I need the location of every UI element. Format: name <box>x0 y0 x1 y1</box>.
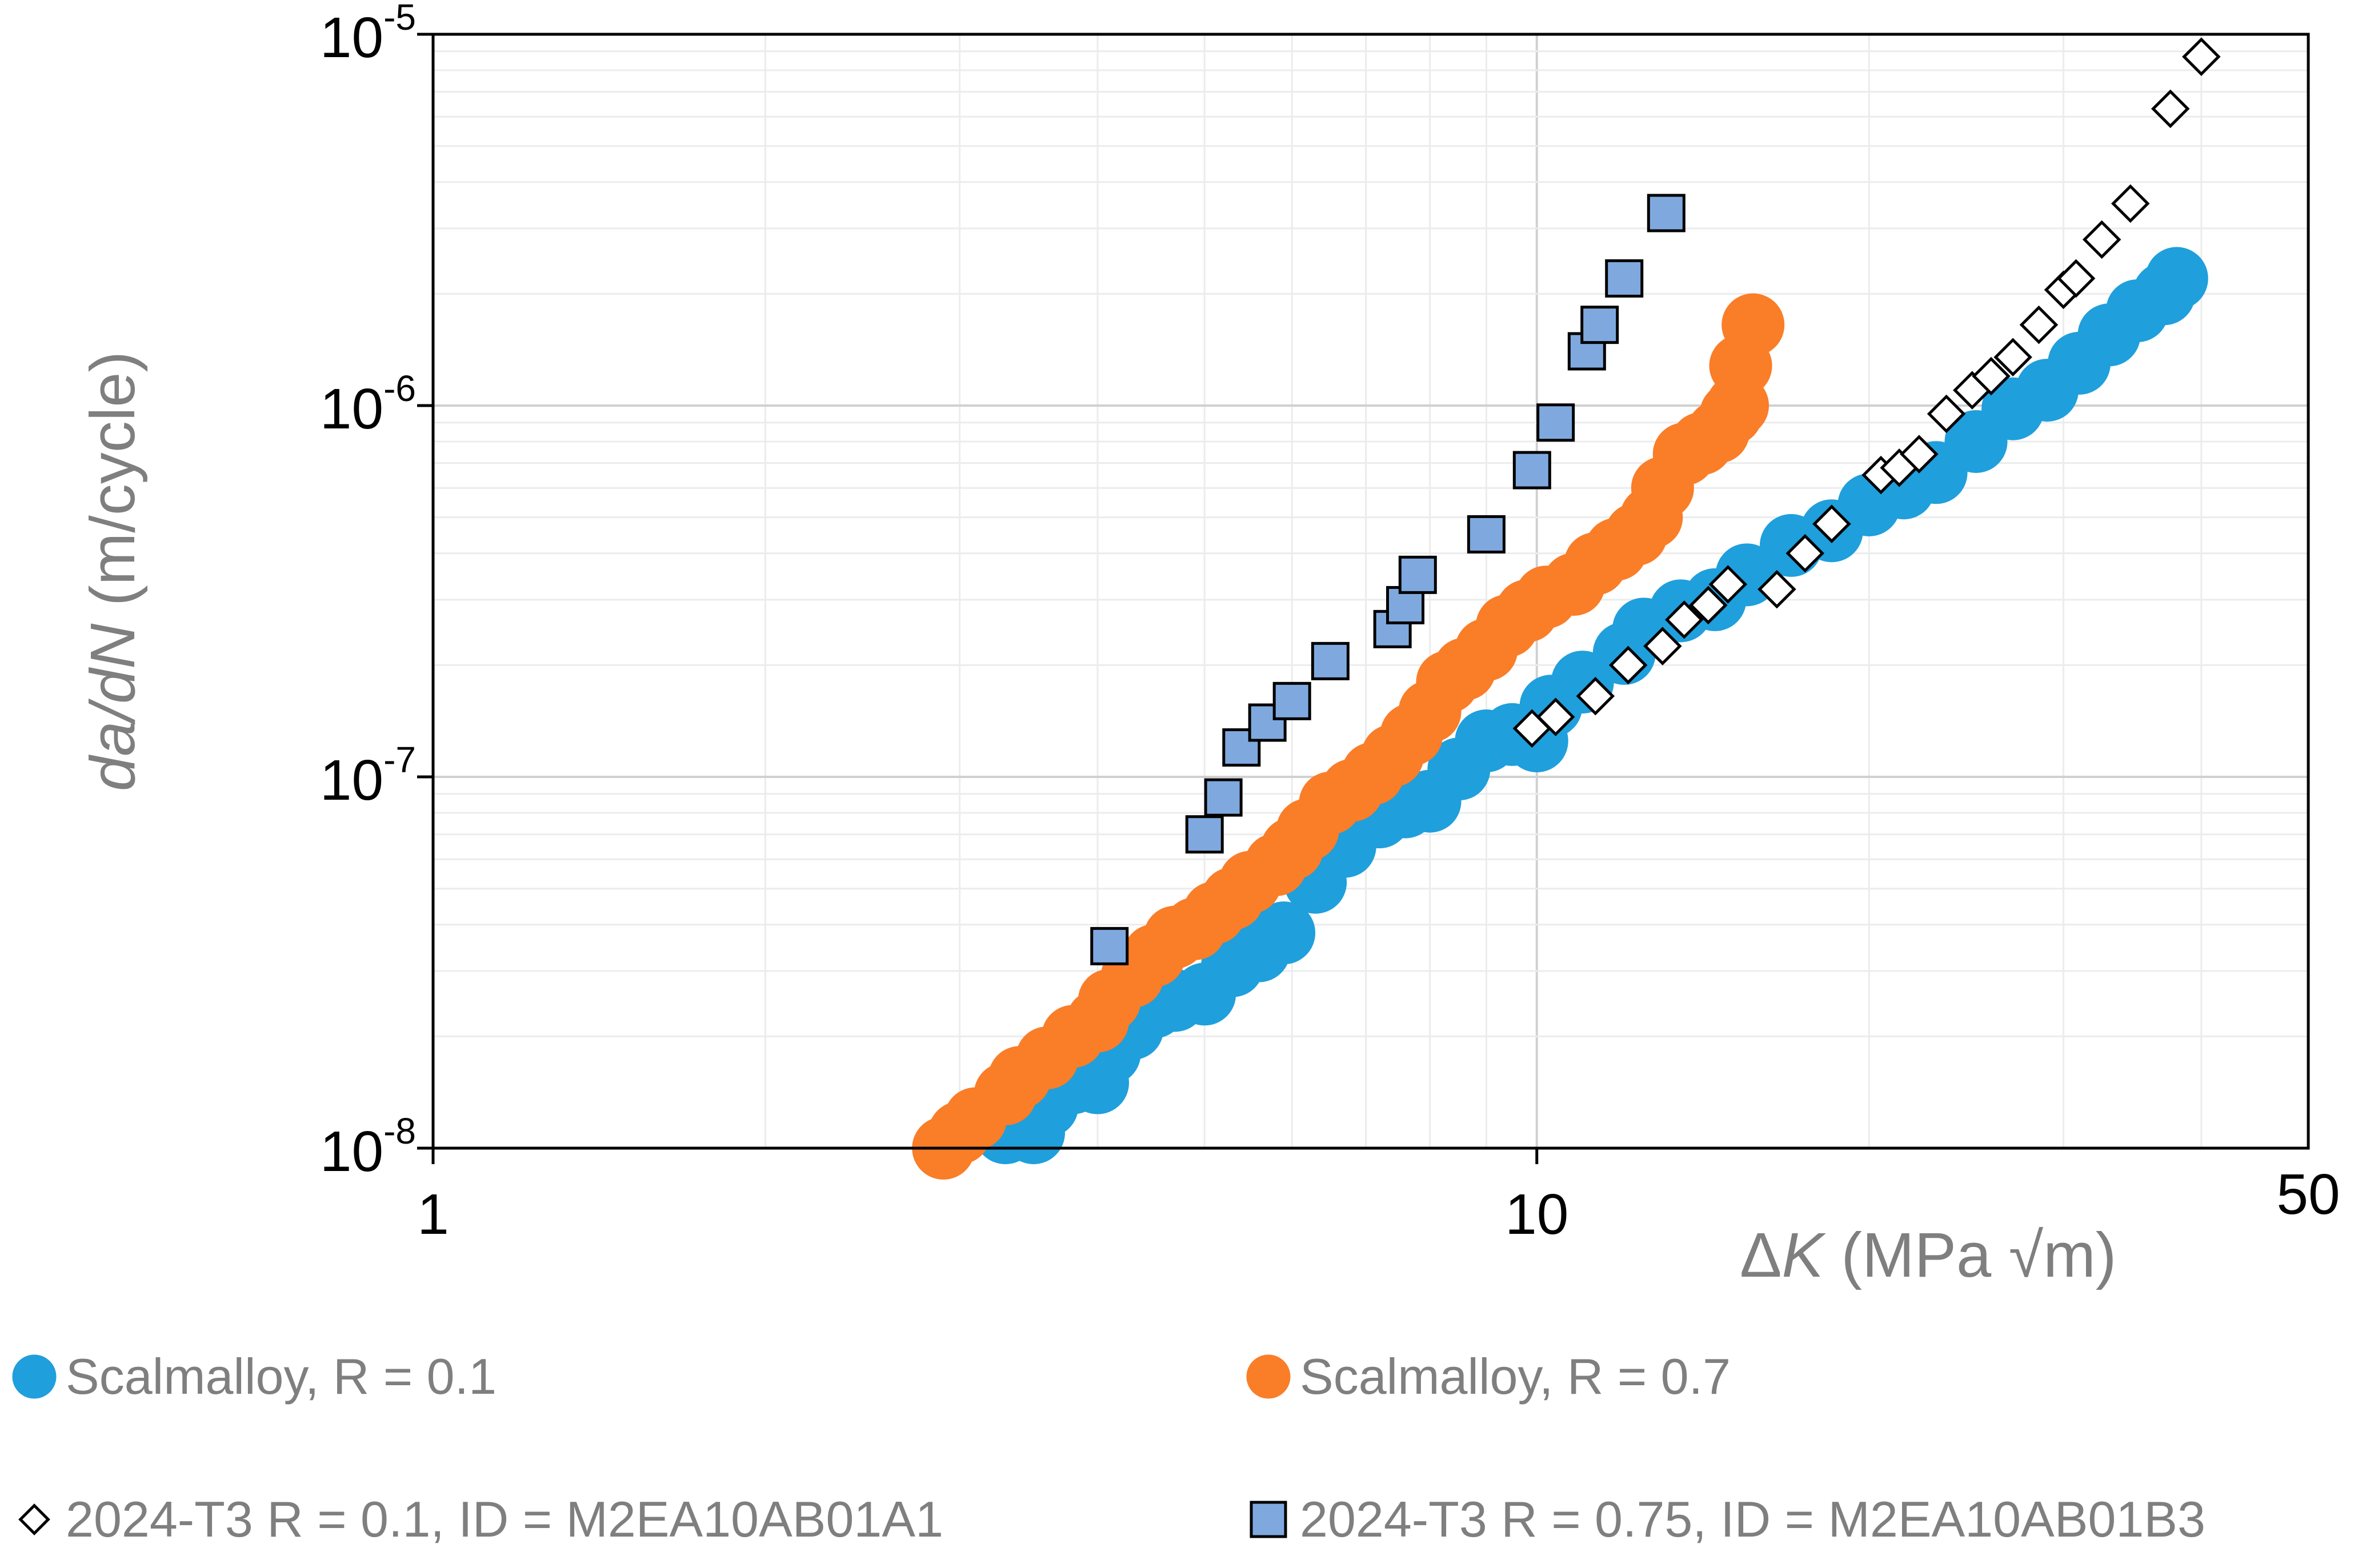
data-point <box>1512 451 1551 490</box>
data-point <box>1722 293 1785 356</box>
data-point <box>1708 565 1748 604</box>
legend-label: 2024-T3 R = 0.1, ID = M2EA10AB01A1 <box>66 1491 943 1547</box>
grid <box>433 34 2308 1148</box>
legend-label: Scalmalloy, R = 0.7 <box>1300 1348 1731 1405</box>
data-point <box>2056 259 2096 298</box>
y-tick-label: 10-8 <box>320 1110 416 1184</box>
data-point <box>1689 586 1728 625</box>
data-point <box>1536 697 1575 736</box>
data-point <box>1785 534 1825 573</box>
x-tick-label: 1 <box>417 1182 449 1246</box>
series-4 <box>1090 194 1686 965</box>
data-point <box>1252 901 1316 965</box>
data-point <box>1927 394 1966 434</box>
data-point <box>1972 356 2011 396</box>
data-point <box>1204 778 1243 817</box>
x-tick-label: 50 <box>2276 1162 2340 1226</box>
legend-marker <box>1250 1501 1287 1538</box>
data-point <box>2145 247 2208 310</box>
data-point <box>1311 641 1350 680</box>
plot-marks <box>912 37 2221 1180</box>
plot-frame <box>431 33 2310 1150</box>
data-point <box>1576 676 1615 716</box>
data-point <box>1580 306 1619 344</box>
data-point <box>1185 815 1224 854</box>
data-point <box>1900 435 1939 474</box>
data-point <box>1090 927 1129 965</box>
data-point <box>1758 570 1796 609</box>
x-tick-label: 10 <box>1505 1182 1568 1246</box>
y-tick-label: 10-7 <box>320 739 416 812</box>
legend-item: 2024-T3 R = 0.75, ID = M2EA10AB01B3 <box>1250 1491 2205 1547</box>
legend-item: Scalmalloy, R = 0.7 <box>1246 1348 1731 1405</box>
legend-item: Scalmalloy, R = 0.1 <box>12 1348 497 1405</box>
legend: Scalmalloy, R = 0.1 Scalmalloy, R = 0.7 20… <box>12 1348 2205 1547</box>
y-axis-title: da/dN (m/cycle) <box>78 351 148 791</box>
x-axis-title: ΔK (MPa √m) <box>1740 1220 2116 1290</box>
data-point <box>2182 37 2221 77</box>
legend-marker <box>12 1354 57 1399</box>
data-point <box>1605 259 1644 298</box>
axis-ticks: 1 10 50 10-8 10-7 10-6 10-5 <box>320 0 2340 1246</box>
legend-label: Scalmalloy, R = 0.1 <box>66 1348 497 1405</box>
y-tick-label: 10-5 <box>320 0 416 70</box>
legend-item: 2024-T3 R = 0.1, ID = M2EA10AB01A1 <box>18 1491 943 1547</box>
data-point <box>2019 305 2059 344</box>
data-point <box>1643 627 1682 665</box>
data-point <box>1812 504 1851 543</box>
series-2 <box>912 293 1785 1180</box>
y-tick-label: 10-6 <box>320 368 416 441</box>
data-point <box>2111 184 2150 223</box>
data-point <box>1536 403 1575 442</box>
data-point <box>2082 220 2121 259</box>
data-point <box>1664 600 1704 639</box>
data-point <box>1647 194 1686 232</box>
legend-label: 2024-T3 R = 0.75, ID = M2EA10AB01B3 <box>1300 1491 2205 1547</box>
data-point <box>1608 645 1648 685</box>
series-3 <box>1512 37 2221 748</box>
legend-marker <box>1246 1354 1291 1399</box>
legend-marker <box>18 1503 50 1535</box>
data-point <box>1272 681 1311 720</box>
data-point <box>1467 515 1506 554</box>
data-point <box>1993 338 2032 377</box>
data-point <box>2151 89 2190 129</box>
data-point <box>1398 555 1437 594</box>
